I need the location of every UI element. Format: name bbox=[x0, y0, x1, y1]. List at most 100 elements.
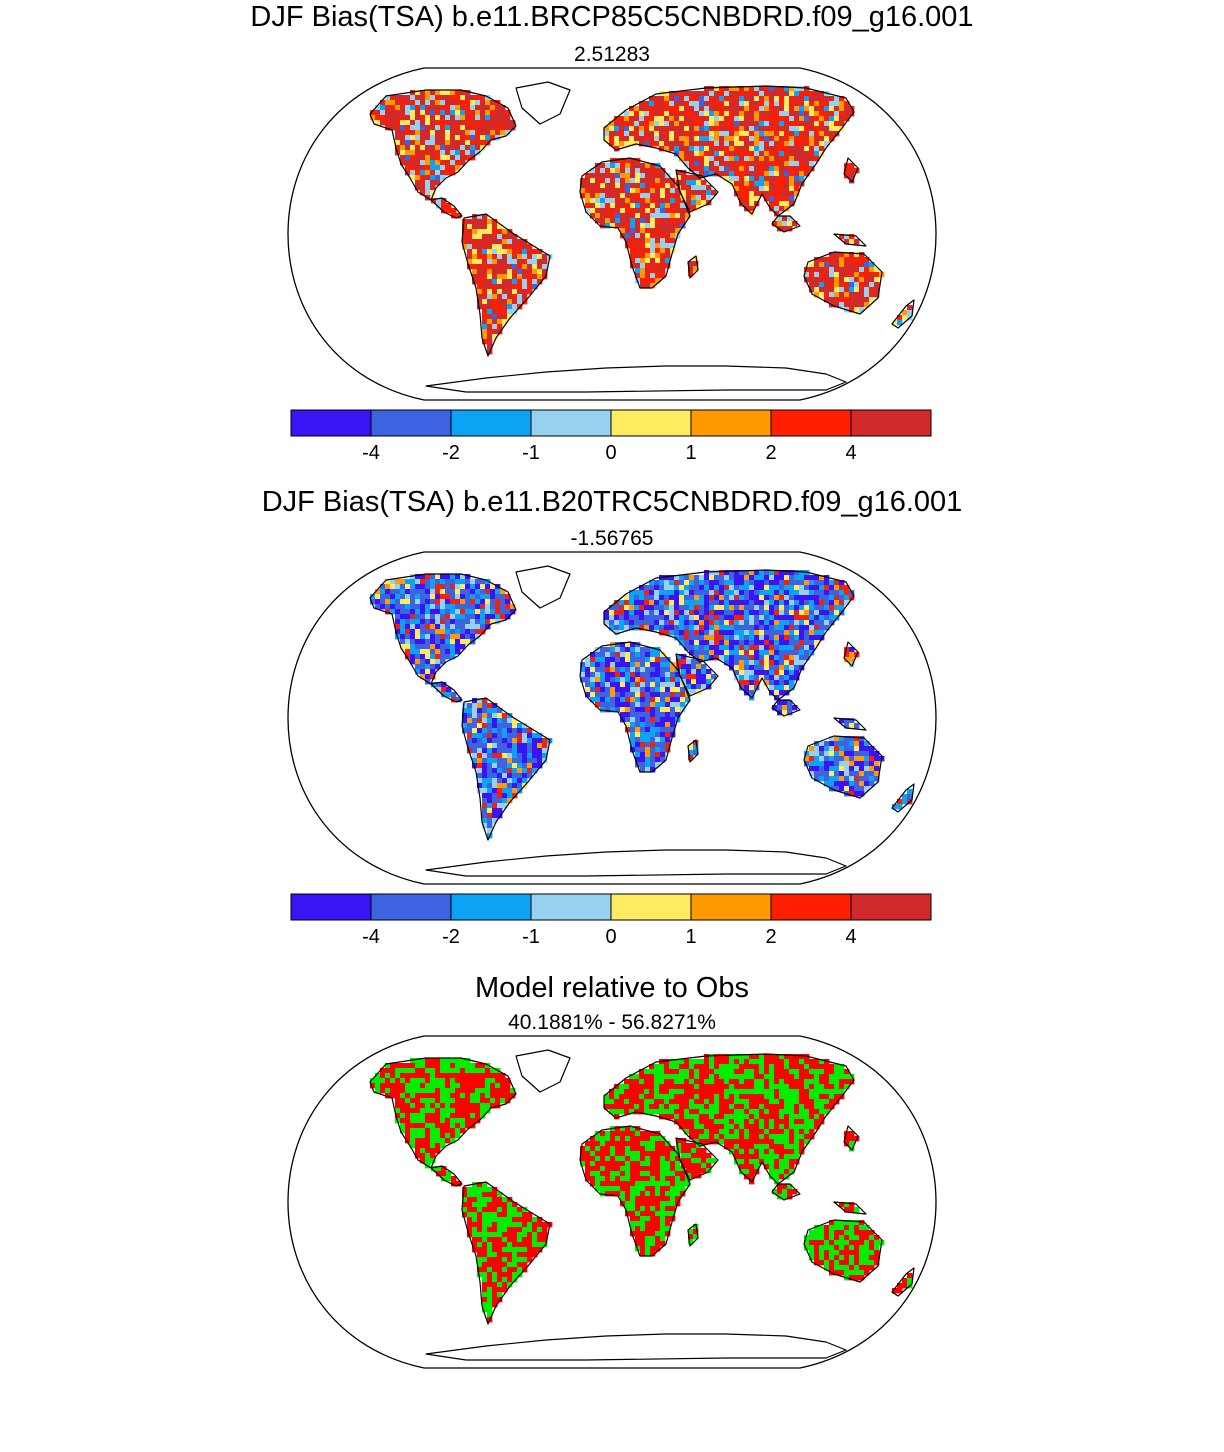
map-cell bbox=[497, 309, 503, 315]
map-cell bbox=[445, 1133, 451, 1139]
map-cell bbox=[405, 115, 411, 121]
map-cell bbox=[670, 667, 676, 673]
map-cell bbox=[390, 120, 396, 126]
map-cell bbox=[769, 1059, 775, 1065]
map-cell bbox=[512, 778, 518, 784]
map-cell bbox=[809, 91, 815, 97]
map-cell bbox=[794, 625, 800, 631]
map-cell bbox=[445, 649, 451, 655]
map-cell bbox=[462, 234, 468, 240]
map-cell bbox=[441, 198, 447, 204]
coastline-new-guinea bbox=[833, 717, 867, 731]
map-cell bbox=[754, 635, 760, 641]
map-cell bbox=[809, 630, 815, 636]
map-cell bbox=[684, 111, 690, 117]
map-cell bbox=[472, 1202, 478, 1208]
map-cell bbox=[430, 619, 436, 625]
map-cell bbox=[410, 1063, 416, 1069]
map-cell bbox=[395, 604, 401, 610]
map-cell bbox=[679, 610, 685, 616]
map-cell bbox=[650, 667, 656, 673]
map-cell bbox=[701, 180, 707, 186]
map-cell bbox=[385, 120, 391, 126]
map-cell bbox=[814, 600, 820, 606]
map-cell bbox=[744, 670, 750, 676]
map-cell bbox=[694, 1084, 700, 1090]
colorbar-tick-label: 0 bbox=[605, 926, 616, 948]
map-cell bbox=[410, 1088, 416, 1094]
map-cell bbox=[436, 198, 442, 204]
map-cell bbox=[749, 620, 755, 626]
map-cell bbox=[460, 1078, 466, 1084]
map-cell bbox=[749, 111, 755, 117]
map-cell bbox=[395, 1113, 401, 1119]
map-cell bbox=[655, 168, 661, 174]
map-cell bbox=[849, 756, 855, 762]
map-cell bbox=[789, 675, 795, 681]
map-cell bbox=[749, 605, 755, 611]
map-cell bbox=[630, 742, 636, 748]
map-cell bbox=[734, 156, 740, 162]
map-cell bbox=[764, 595, 770, 601]
map-cell bbox=[425, 100, 431, 106]
map-cell bbox=[759, 630, 765, 636]
map-cell bbox=[670, 238, 676, 244]
map-cell bbox=[814, 1089, 820, 1095]
map-cell bbox=[415, 105, 421, 111]
map-cell bbox=[714, 166, 720, 172]
map-cell bbox=[654, 585, 660, 591]
map-cell bbox=[400, 1123, 406, 1129]
map-cell bbox=[724, 570, 730, 576]
map-cell bbox=[462, 229, 468, 235]
map-cell bbox=[420, 1068, 426, 1074]
map-cell bbox=[759, 146, 765, 152]
map-cell bbox=[670, 203, 676, 209]
map-cell bbox=[505, 604, 511, 610]
map-cell bbox=[704, 86, 710, 92]
map-cell bbox=[517, 1212, 523, 1218]
map-cell bbox=[759, 585, 765, 591]
map-cell bbox=[405, 609, 411, 615]
map-cell bbox=[415, 599, 421, 605]
map-field bbox=[369, 565, 915, 877]
map-cell bbox=[614, 141, 620, 147]
map-cell bbox=[769, 141, 775, 147]
map-cell bbox=[814, 277, 820, 283]
map-cell bbox=[614, 615, 620, 621]
map-cell bbox=[739, 116, 745, 122]
map-cell bbox=[500, 1083, 506, 1089]
map-cell bbox=[694, 1099, 700, 1105]
map-cell bbox=[650, 168, 656, 174]
map-cell bbox=[774, 685, 780, 691]
map-cell bbox=[475, 125, 481, 131]
map-cell bbox=[500, 604, 506, 610]
map-cell bbox=[639, 1089, 645, 1095]
map-cell bbox=[660, 752, 666, 758]
map-cell bbox=[849, 595, 855, 601]
map-cell bbox=[681, 654, 687, 660]
map-cell bbox=[804, 146, 810, 152]
map-cell bbox=[477, 763, 483, 769]
map-cell bbox=[774, 201, 780, 207]
map-cell bbox=[691, 205, 697, 211]
map-cell bbox=[819, 262, 825, 268]
map-cell bbox=[425, 90, 431, 96]
map-cell bbox=[655, 223, 661, 229]
map-cell bbox=[492, 1252, 498, 1258]
map-cell bbox=[490, 115, 496, 121]
map-cell bbox=[634, 1084, 640, 1090]
map-cell bbox=[799, 600, 805, 606]
map-cell bbox=[754, 161, 760, 167]
map-cell bbox=[714, 106, 720, 112]
map-cell bbox=[390, 609, 396, 615]
map-cell bbox=[665, 742, 671, 748]
map-cell bbox=[487, 1272, 493, 1278]
map-cell bbox=[864, 282, 870, 288]
map-cell bbox=[787, 216, 793, 222]
map-cell bbox=[487, 229, 493, 235]
map-cell bbox=[440, 589, 446, 595]
map-cell bbox=[670, 677, 676, 683]
map-cell bbox=[719, 645, 725, 651]
map-cell bbox=[585, 692, 591, 698]
map-cell bbox=[834, 600, 840, 606]
